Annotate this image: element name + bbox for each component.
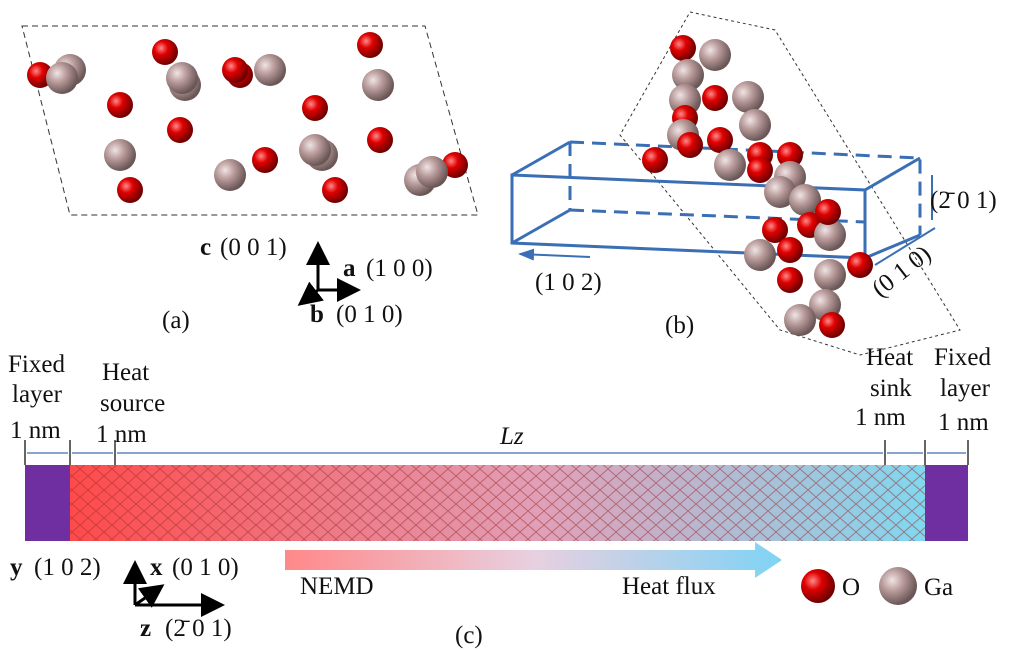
region-label: layer <box>940 375 991 402</box>
o-atom <box>107 92 133 118</box>
axis-indices: (1 0 2) <box>34 554 101 581</box>
axis-indices: (0 1 0) <box>336 301 403 328</box>
panel-label: (a) <box>162 307 190 334</box>
ga-atom <box>814 259 846 291</box>
legend-swatch-ga <box>879 567 917 605</box>
axis-indices: (0 1 0) <box>172 554 239 581</box>
o-atom <box>367 127 393 153</box>
o-atom <box>322 177 348 203</box>
axis-letter: x <box>150 554 163 581</box>
panel-label: (c) <box>455 622 483 649</box>
o-atom <box>702 85 728 111</box>
region-label: sink <box>870 375 912 402</box>
o-atom <box>815 199 841 225</box>
o-atom <box>152 39 178 65</box>
axis-letter: z <box>140 615 151 642</box>
fixed-layer <box>25 465 70 541</box>
panel-label: (b) <box>665 312 694 339</box>
region-label: Fixed <box>934 344 991 371</box>
length-label: Lz <box>499 423 524 450</box>
o-atom <box>777 237 803 263</box>
o-atom <box>167 117 193 143</box>
region-label: Fixed <box>8 351 65 378</box>
region-label: 1 nm <box>10 417 61 444</box>
ga-atom <box>46 62 78 94</box>
ga-atom <box>362 69 394 101</box>
o-atom <box>252 147 278 173</box>
ga-atom <box>214 159 246 191</box>
fixed-layer <box>925 465 968 541</box>
ga-atom <box>744 239 776 271</box>
o-atom <box>222 57 248 83</box>
o-atom <box>777 267 803 293</box>
o-atom <box>357 32 383 58</box>
arrow-end-label: Heat flux <box>622 573 716 600</box>
region-label: 1 nm <box>96 421 147 448</box>
direction-label: (2̄ 0 1) <box>930 187 997 214</box>
region-label: Heat <box>866 344 913 371</box>
ga-atom <box>739 109 771 141</box>
lattice <box>70 465 925 541</box>
ga-atom <box>732 81 764 113</box>
legend-label: Ga <box>924 574 953 601</box>
o-atom <box>302 95 328 121</box>
region-label: 1 nm <box>938 409 989 436</box>
o-atom <box>642 147 668 173</box>
ga-atom <box>104 139 136 171</box>
region-label: 1 nm <box>855 404 906 431</box>
o-atom <box>677 132 703 158</box>
axis-letter: a <box>343 255 356 282</box>
axis-indices: (0 0 1) <box>220 234 287 261</box>
ga-atom <box>416 156 448 188</box>
o-atom <box>847 252 873 278</box>
direction-arrow <box>520 254 590 257</box>
region-label: source <box>100 390 165 417</box>
direction-label: (1 0 2) <box>535 269 602 296</box>
ga-atom <box>784 304 816 336</box>
panel-a: c (0 0 1) a (1 0 0) b (0 1 0) (a) <box>22 26 478 334</box>
region-label: layer <box>12 381 63 408</box>
region-label: Heat <box>102 359 149 386</box>
legend-label: O <box>842 574 860 601</box>
ga-atom <box>254 54 286 86</box>
axis-letter: c <box>200 234 211 261</box>
panel-c: Fixed layer 1 nm Heat source 1 nm Lz Hea… <box>8 344 991 649</box>
ga-atom <box>166 62 198 94</box>
ga-atom <box>714 149 746 181</box>
axis-arrow <box>135 586 162 605</box>
direction-label: (0 1 0) <box>867 240 936 302</box>
axis-indices: (2̄ 0 1) <box>165 615 232 642</box>
o-atom <box>670 35 696 61</box>
o-atom <box>117 177 143 203</box>
axis-indices: (1 0 0) <box>366 255 433 282</box>
ga-atom <box>299 134 331 166</box>
axis-letter: y <box>10 554 23 581</box>
ga-atom <box>699 39 731 71</box>
legend-swatch-o <box>801 569 835 603</box>
o-atom <box>819 312 845 338</box>
panel-b: (1 0 2) (0 1 0) (2̄ 0 1) (b) <box>512 12 997 355</box>
atoms <box>27 32 468 203</box>
figure: c (0 0 1) a (1 0 0) b (0 1 0) (a) (1 0 2… <box>0 0 1025 651</box>
arrow-start-label: NEMD <box>300 573 374 600</box>
axis-letter: b <box>310 301 324 328</box>
o-atom <box>747 157 773 183</box>
